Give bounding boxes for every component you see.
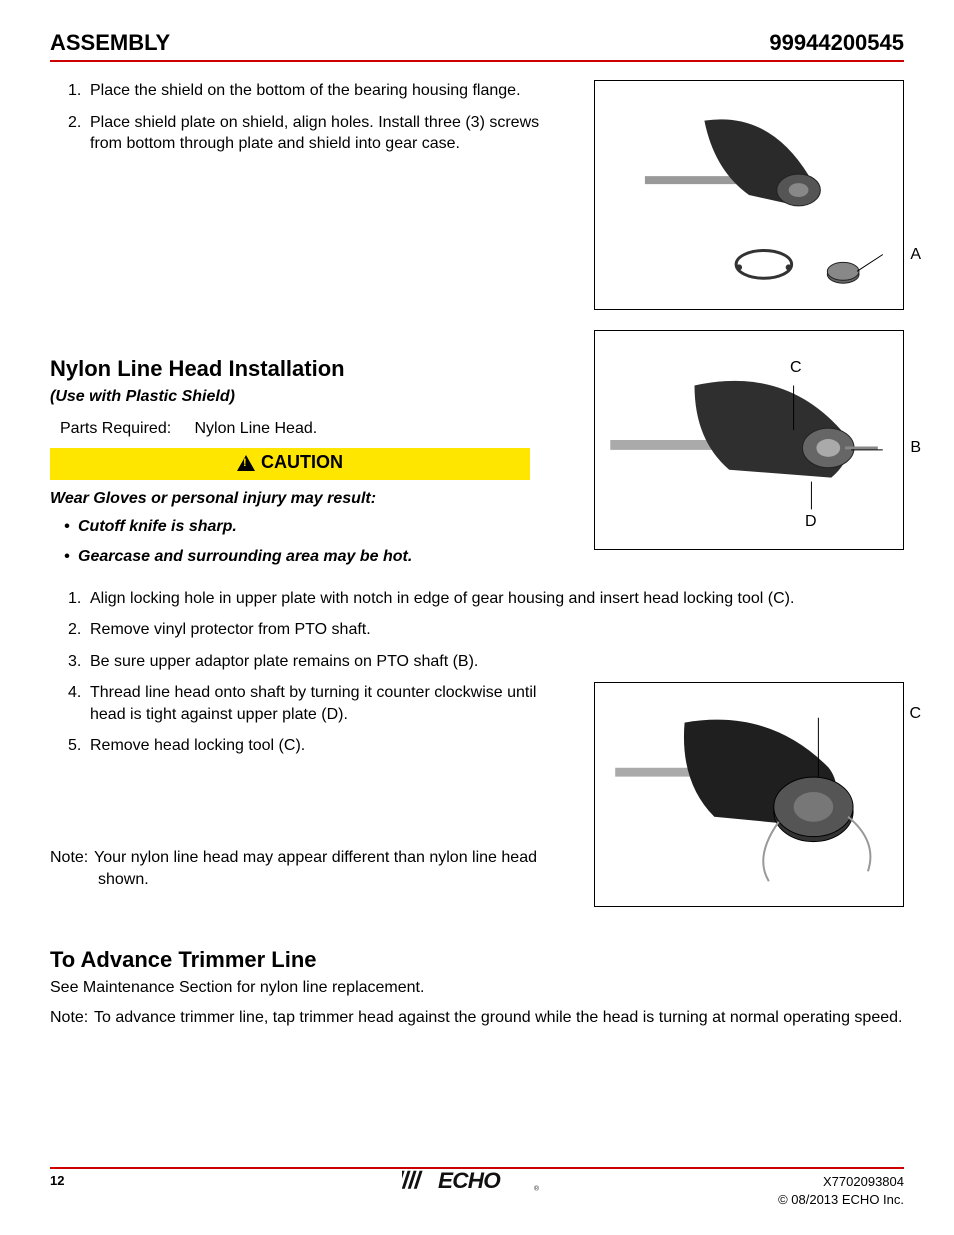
header-title: ASSEMBLY	[50, 30, 170, 56]
caution-heading: Wear Gloves or personal injury may resul…	[50, 490, 574, 508]
figure-label-c2: C	[909, 705, 921, 723]
nylon-note: Note:Your nylon line head may appear dif…	[50, 847, 574, 890]
figure-line-head: C	[594, 682, 904, 907]
doc-number: X7702093804	[778, 1173, 904, 1191]
figure-shield-labeled: C B D	[594, 330, 904, 550]
figure-label-c: C	[790, 359, 802, 377]
step-number: 2.	[68, 619, 81, 641]
page-footer: 12 ECHO ® X7702093804 © 08/2013 ECHO Inc…	[50, 1167, 904, 1209]
list-item: 1. Place the shield on the bottom of the …	[68, 80, 574, 102]
line-head-svg	[595, 683, 903, 906]
svg-text:ECHO: ECHO	[438, 1168, 501, 1193]
step-text: Align locking hole in upper plate with n…	[90, 590, 794, 607]
nylon-steps-fig-row: 4. Thread line head onto shaft by turning…	[50, 682, 904, 907]
advance-note: Note:To advance trimmer line, tap trimme…	[50, 1007, 904, 1029]
figure-label-d: D	[805, 513, 817, 531]
header-partnumber: 99944200545	[769, 30, 904, 56]
list-item: 5. Remove head locking tool (C).	[68, 735, 574, 757]
step-number: 3.	[68, 651, 81, 673]
note-text: To advance trimmer line, tap trimmer hea…	[94, 1009, 902, 1026]
nylon-install-row: Nylon Line Head Installation (Use with P…	[50, 330, 904, 582]
nylon-steps-list-cont: 4. Thread line head onto shaft by turning…	[50, 682, 574, 757]
svg-text:®: ®	[534, 1184, 539, 1192]
list-item: 2. Remove vinyl protector from PTO shaft.	[68, 619, 904, 641]
page-number: 12	[50, 1173, 64, 1188]
step-text: Place the shield on the bottom of the be…	[90, 82, 521, 99]
echo-logo: ECHO ®	[402, 1159, 552, 1202]
advance-text: See Maintenance Section for nylon line r…	[50, 979, 904, 997]
nylon-title: Nylon Line Head Installation	[50, 356, 574, 382]
step-number: 4.	[68, 682, 81, 704]
list-item: Cutoff knife is sharp.	[64, 518, 574, 536]
step-number: 5.	[68, 735, 81, 757]
nylon-text-block: Nylon Line Head Installation (Use with P…	[50, 330, 574, 582]
list-item: 2. Place shield plate on shield, align ho…	[68, 112, 574, 155]
step-text: Remove vinyl protector from PTO shaft.	[90, 621, 371, 638]
parts-required-line: Parts Required: Nylon Line Head.	[60, 420, 574, 438]
shield-labeled-svg	[595, 331, 903, 549]
list-item: 3. Be sure upper adaptor plate remains on…	[68, 651, 904, 673]
figure-label-a: A	[910, 246, 921, 264]
note-label: Note:	[50, 847, 94, 869]
footer-line: 12 ECHO ® X7702093804 © 08/2013 ECHO Inc…	[50, 1167, 904, 1209]
step-number: 2.	[68, 112, 81, 134]
parts-label: Parts Required:	[60, 420, 190, 438]
shield-steps-block: 1. Place the shield on the bottom of the …	[50, 80, 574, 310]
warning-triangle-icon	[237, 455, 255, 471]
step-text: Place shield plate on shield, align hole…	[90, 114, 539, 153]
nylon-subtitle: (Use with Plastic Shield)	[50, 388, 574, 406]
step-text: Thread line head onto shaft by turning i…	[90, 684, 536, 723]
list-item: 1. Align locking hole in upper plate with…	[68, 588, 904, 610]
step-number: 1.	[68, 80, 81, 102]
shield-assembly-svg	[595, 81, 903, 309]
list-item: Gearcase and surrounding area may be hot…	[64, 548, 574, 566]
footer-right: X7702093804 © 08/2013 ECHO Inc.	[778, 1173, 904, 1209]
step-text: Remove head locking tool (C).	[90, 737, 305, 754]
figure-label-b: B	[910, 439, 921, 457]
page-header: ASSEMBLY 99944200545	[50, 30, 904, 62]
nylon-steps-list: 1. Align locking hole in upper plate with…	[50, 588, 904, 673]
step-number: 1.	[68, 588, 81, 610]
parts-value: Nylon Line Head.	[194, 420, 317, 437]
nylon-steps-left: 4. Thread line head onto shaft by turning…	[50, 682, 574, 890]
step-text: Be sure upper adaptor plate remains on P…	[90, 653, 478, 670]
list-item: 4. Thread line head onto shaft by turning…	[68, 682, 574, 725]
caution-bullets: Cutoff knife is sharp. Gearcase and surr…	[50, 518, 574, 566]
caution-banner: CAUTION	[50, 448, 530, 480]
shield-install-row: 1. Place the shield on the bottom of the …	[50, 80, 904, 310]
shield-steps-list: 1. Place the shield on the bottom of the …	[50, 80, 574, 155]
note-label: Note:	[50, 1007, 94, 1029]
figure-shield-assembly: A	[594, 80, 904, 310]
note-text: Your nylon line head may appear differen…	[94, 849, 537, 888]
copyright: © 08/2013 ECHO Inc.	[778, 1191, 904, 1209]
advance-title: To Advance Trimmer Line	[50, 947, 904, 973]
caution-word: CAUTION	[261, 452, 343, 473]
